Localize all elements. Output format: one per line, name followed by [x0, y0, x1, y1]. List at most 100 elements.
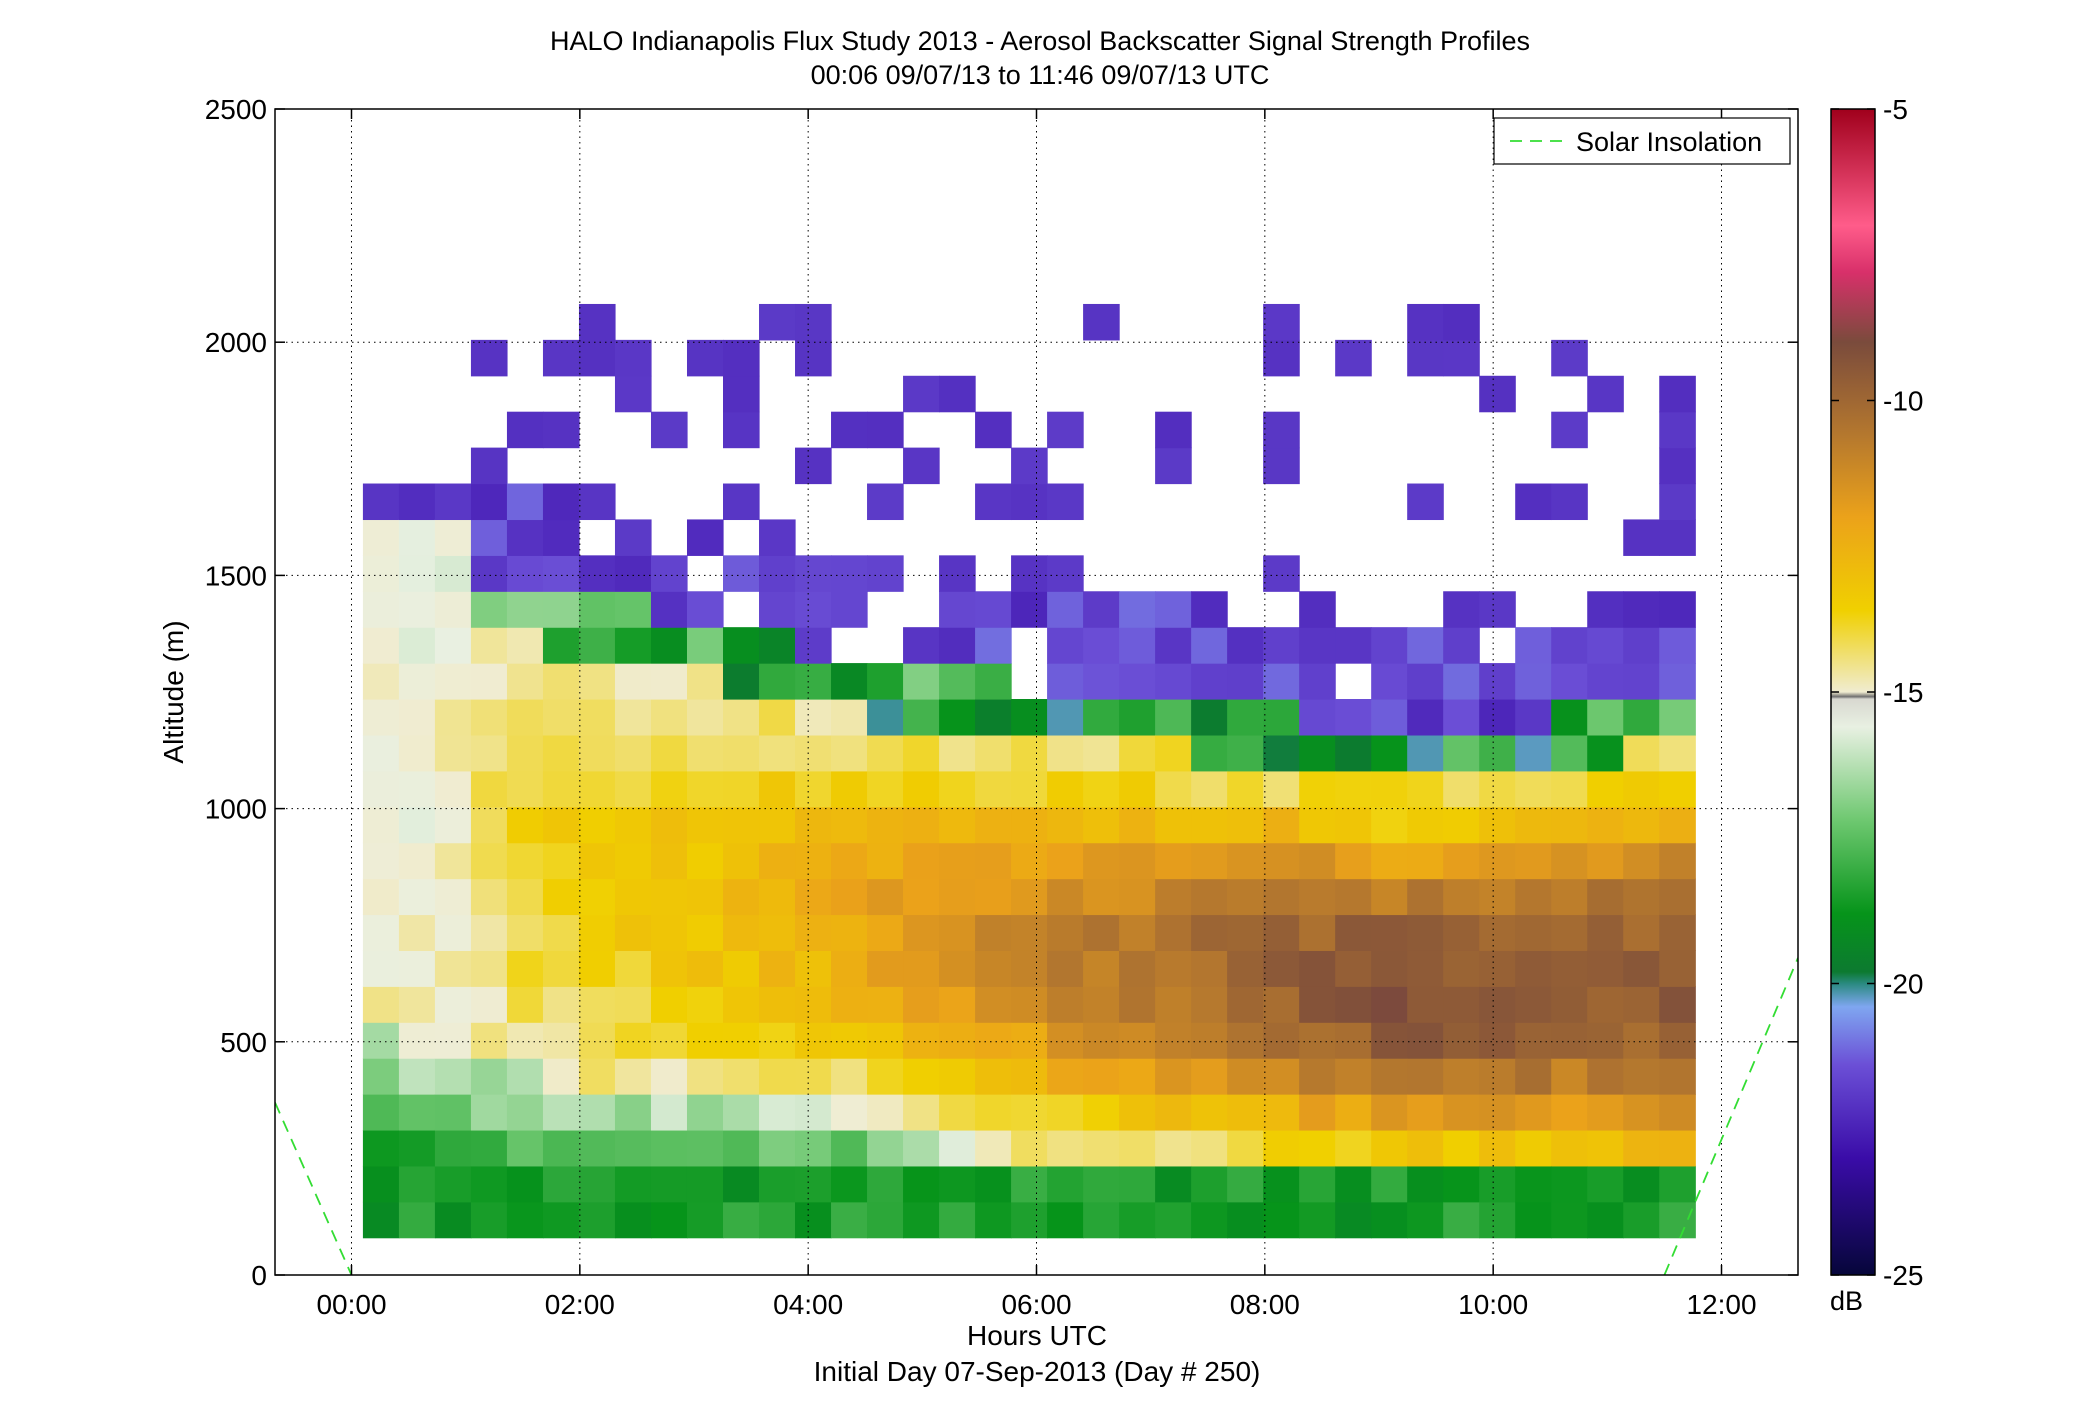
heatmap-cell — [506, 1129, 544, 1167]
heatmap-cell — [542, 1022, 580, 1059]
heatmap-cell — [1479, 591, 1516, 628]
heatmap-cell — [1407, 1058, 1444, 1095]
heatmap-cell — [614, 1165, 652, 1203]
heatmap-cell — [795, 1094, 832, 1131]
heatmap-cell — [1371, 699, 1408, 736]
heatmap-cell — [1047, 1165, 1084, 1203]
heatmap-cell — [434, 1094, 472, 1131]
heatmap-cell — [686, 1201, 724, 1239]
heatmap-cell — [1119, 1094, 1156, 1131]
heatmap-cell — [1155, 699, 1192, 736]
legend-label-solar-insolation: Solar Insolation — [1576, 127, 1762, 157]
heatmap-cell — [686, 878, 724, 916]
heatmap-cell — [1263, 950, 1300, 987]
heatmap-cell — [470, 1129, 508, 1167]
heatmap-cell — [1335, 1201, 1372, 1239]
heatmap-cell — [759, 1094, 796, 1131]
heatmap-cell — [1155, 842, 1192, 880]
heatmap-cell — [434, 699, 472, 736]
heatmap-cell — [1479, 878, 1516, 916]
heatmap-cell — [1263, 1058, 1300, 1095]
heatmap-cell — [723, 411, 760, 449]
heatmap-cell — [470, 447, 508, 485]
heatmap-cell — [1335, 878, 1372, 916]
heatmap-cell — [759, 1058, 796, 1095]
heatmap-cell — [795, 734, 832, 772]
heatmap-cell — [1263, 1129, 1300, 1167]
heatmap-cell — [362, 842, 400, 880]
heatmap-cell — [831, 1201, 868, 1239]
heatmap-cell — [542, 339, 580, 377]
heatmap-cell — [578, 483, 616, 521]
heatmap-cell — [650, 1022, 688, 1059]
heatmap-cell — [1047, 986, 1084, 1023]
heatmap-cell — [1623, 627, 1660, 664]
heatmap-cell — [723, 483, 760, 521]
heatmap-cell — [578, 1058, 616, 1095]
heatmap-cell — [362, 950, 400, 987]
heatmap-cell — [723, 842, 760, 880]
heatmap-cell — [686, 339, 724, 377]
heatmap-cell — [1227, 950, 1264, 987]
heatmap-cell — [903, 1129, 940, 1167]
heatmap-cell — [1587, 986, 1624, 1023]
heatmap-cell — [1227, 806, 1264, 844]
heatmap-cell — [1047, 1058, 1084, 1095]
heatmap-cell — [939, 878, 976, 916]
heatmap-cell — [398, 1201, 436, 1239]
heatmap-cell — [1155, 914, 1192, 951]
x-axis-label: Hours UTC — [967, 1320, 1107, 1351]
heatmap-cell — [506, 914, 544, 951]
heatmap-cell — [578, 842, 616, 880]
heatmap-cell — [1299, 627, 1336, 664]
heatmap-cell — [1227, 699, 1264, 736]
heatmap-cell — [1047, 555, 1084, 592]
heatmap-cell — [434, 519, 472, 556]
heatmap-cell — [1263, 986, 1300, 1023]
y-tick-label: 1500 — [205, 560, 267, 591]
heatmap-cell — [1047, 699, 1084, 736]
heatmap-cell — [1443, 303, 1480, 341]
heatmap-cell — [1299, 1058, 1336, 1095]
heatmap-cell — [1407, 1129, 1444, 1167]
heatmap-cell — [1299, 734, 1336, 772]
heatmap-cell — [578, 806, 616, 844]
heatmap-cell — [1299, 878, 1336, 916]
heatmap-cell — [398, 483, 436, 521]
heatmap-cell — [1191, 806, 1228, 844]
heatmap-cell — [1299, 591, 1336, 628]
heatmap-cell — [470, 1022, 508, 1059]
heatmap-cell — [1515, 1201, 1552, 1239]
heatmap-cell — [1551, 663, 1588, 700]
heatmap-cell — [506, 734, 544, 772]
heatmap-cell — [1119, 1129, 1156, 1167]
heatmap-cell — [542, 914, 580, 951]
heatmap-cell — [434, 1058, 472, 1095]
heatmap-cell — [1155, 1129, 1192, 1167]
heatmap-cell — [398, 663, 436, 700]
x-tick-label: 02:00 — [545, 1289, 615, 1320]
heatmap-cell — [578, 1165, 616, 1203]
heatmap-cell — [506, 483, 544, 521]
heatmap-cell — [867, 878, 904, 916]
heatmap-cell — [362, 914, 400, 951]
heatmap-cell — [1371, 1022, 1408, 1059]
heatmap-cell — [1515, 806, 1552, 844]
heatmap-cell — [1227, 914, 1264, 951]
heatmap-cell — [1407, 699, 1444, 736]
heatmap-cell — [1371, 914, 1408, 951]
heatmap-cell — [398, 842, 436, 880]
heatmap-cell — [470, 591, 508, 628]
heatmap-cell — [1047, 878, 1084, 916]
heatmap-cell — [939, 1058, 976, 1095]
heatmap-cell — [578, 914, 616, 951]
heatmap-cell — [506, 411, 544, 449]
heatmap-cell — [614, 663, 652, 700]
heatmap-cell — [939, 950, 976, 987]
heatmap-cell — [614, 519, 652, 556]
heatmap-cell — [470, 483, 508, 521]
heatmap-cell — [398, 699, 436, 736]
heatmap-cell — [506, 591, 544, 628]
heatmap-cell — [723, 375, 760, 413]
heatmap-cell — [759, 591, 796, 628]
